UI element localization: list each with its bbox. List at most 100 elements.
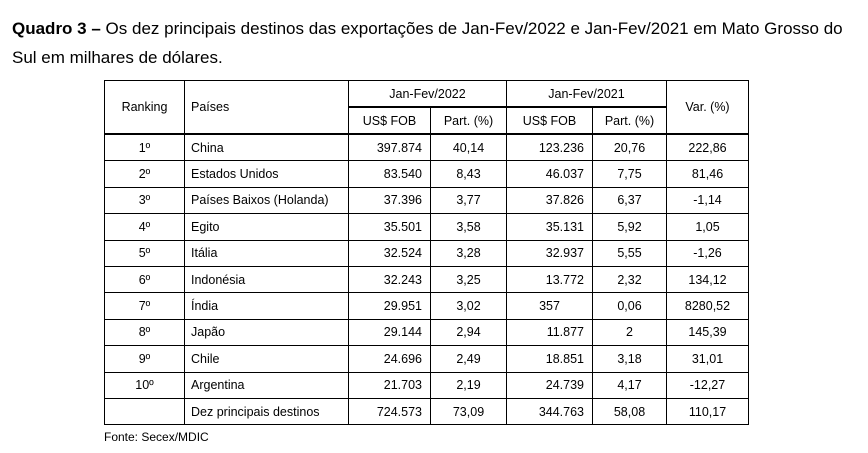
header-part-2021: Part. (%) [592,106,667,135]
cell-part-2022: 40,14 [430,133,507,162]
cell-fob-2021: 11.877 [506,318,593,347]
cell-variacao: -1,14 [666,186,749,215]
cell-ranking: 1º [104,133,185,162]
cell-fob-2022: 24.696 [348,345,431,373]
cell-part-2022: 3,28 [430,239,507,267]
exports-table: Ranking Países Jan-Fev/2022 Jan-Fev/2021… [104,80,749,426]
cell-fob-2022: 397.874 [348,133,431,162]
cell-variacao: 31,01 [666,345,749,373]
cell-part-2021: 4,17 [592,371,667,399]
cell-fob-2022: 32.243 [348,265,431,294]
cell-variacao: -1,26 [666,239,749,267]
cell-fob-2022: 37.396 [348,186,431,215]
header-row-sub: US$ FOB Part. (%) US$ FOB Part. (%) [105,106,749,135]
table-row: 1º China 397.874 40,14 123.236 20,76 222… [104,133,749,162]
cell-variacao: 222,86 [666,133,749,162]
cell-fob-2021: 37.826 [506,186,593,215]
cell-variacao: -12,27 [666,371,749,399]
cell-fob-2022: 29.144 [348,318,431,347]
header-variacao: Var. (%) [666,80,749,135]
cell-country: Itália [184,239,349,267]
cell-fob-2021: 24.739 [506,371,593,399]
cell-ranking: 10º [104,371,185,399]
cell-ranking: 8º [104,318,185,347]
cell-part-2021: 5,92 [592,213,667,241]
table-row: 7º Índia 29.951 3,02 357 0,06 8280,52 [104,292,749,320]
cell-fob-2021: 123.236 [506,133,593,162]
cell-ranking [104,397,185,426]
cell-part-2022: 8,43 [430,160,507,188]
cell-country: Países Baixos (Holanda) [184,186,349,215]
table-row: 5º Itália 32.524 3,28 32.937 5,55 -1,26 [104,239,749,267]
cell-part-2022: 3,02 [430,292,507,320]
cell-country: China [184,133,349,162]
cell-part-2022: 2,94 [430,318,507,347]
cell-fob-2022: 32.524 [348,239,431,267]
table-row: 3º Países Baixos (Holanda) 37.396 3,77 3… [104,186,749,215]
cell-country: Japão [184,318,349,347]
cell-part-2021: 3,18 [592,345,667,373]
table-row-total: Dez principais destinos 724.573 73,09 34… [104,397,749,426]
table-row: 9º Chile 24.696 2,49 18.851 3,18 31,01 [104,345,749,373]
cell-variacao: 110,17 [666,397,749,426]
cell-fob-2022: 83.540 [348,160,431,188]
table-caption: Quadro 3 – Os dez principais destinos da… [12,14,858,72]
cell-part-2021: 58,08 [592,397,667,426]
cell-country: Estados Unidos [184,160,349,188]
header-period-2021: Jan-Fev/2021 [506,80,667,108]
cell-part-2021: 0,06 [592,292,667,320]
cell-country: Argentina [184,371,349,399]
cell-part-2022: 2,49 [430,345,507,373]
cell-ranking: 6º [104,265,185,294]
header-fob-2022: US$ FOB [348,106,431,135]
cell-ranking: 3º [104,186,185,215]
cell-country: Egito [184,213,349,241]
table-row: 2º Estados Unidos 83.540 8,43 46.037 7,7… [104,160,749,188]
cell-ranking: 7º [104,292,185,320]
cell-fob-2021: 357 [506,292,593,320]
header-fob-2021: US$ FOB [506,106,593,135]
table-row: 4º Egito 35.501 3,58 35.131 5,92 1,05 [104,213,749,241]
cell-part-2021: 6,37 [592,186,667,215]
source-note: Fonte: Secex/MDIC [104,430,209,444]
cell-variacao: 1,05 [666,213,749,241]
cell-variacao: 81,46 [666,160,749,188]
cell-part-2021: 2 [592,318,667,347]
cell-country: Índia [184,292,349,320]
cell-fob-2021: 35.131 [506,213,593,241]
cell-part-2021: 7,75 [592,160,667,188]
cell-part-2022: 2,19 [430,371,507,399]
header-row-group: Ranking Países Jan-Fev/2022 Jan-Fev/2021… [104,80,749,135]
header-paises: Países [184,80,349,135]
cell-part-2021: 5,55 [592,239,667,267]
cell-variacao: 8280,52 [666,292,749,320]
cell-country: Chile [184,345,349,373]
caption-label: Quadro 3 – [12,19,101,38]
cell-variacao: 134,12 [666,265,749,294]
cell-country: Dez principais destinos [184,397,349,426]
caption-text: Os dez principais destinos das exportaçõ… [12,19,843,67]
cell-ranking: 2º [104,160,185,188]
cell-fob-2021: 46.037 [506,160,593,188]
cell-ranking: 4º [104,213,185,241]
header-period-2022: Jan-Fev/2022 [348,80,507,108]
table-row: 10º Argentina 21.703 2,19 24.739 4,17 -1… [104,371,749,399]
cell-part-2021: 20,76 [592,133,667,162]
cell-fob-2022: 35.501 [348,213,431,241]
cell-part-2022: 3,25 [430,265,507,294]
cell-fob-2021: 13.772 [506,265,593,294]
cell-fob-2022: 724.573 [348,397,431,426]
cell-ranking: 5º [104,239,185,267]
cell-ranking: 9º [104,345,185,373]
cell-part-2022: 73,09 [430,397,507,426]
cell-fob-2021: 18.851 [506,345,593,373]
header-ranking: Ranking [104,80,185,135]
cell-fob-2021: 32.937 [506,239,593,267]
table-row: 8º Japão 29.144 2,94 11.877 2 145,39 [104,318,749,347]
cell-fob-2022: 29.951 [348,292,431,320]
cell-part-2021: 2,32 [592,265,667,294]
cell-country: Indonésia [184,265,349,294]
header-part-2022: Part. (%) [430,106,507,135]
cell-part-2022: 3,77 [430,186,507,215]
cell-variacao: 145,39 [666,318,749,347]
